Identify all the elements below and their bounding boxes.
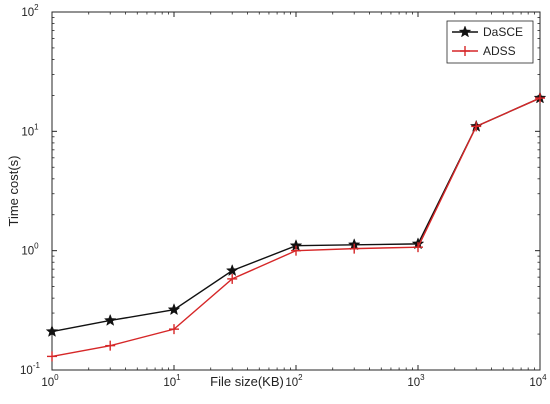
y-tick-base: 10 [21, 7, 34, 19]
x-tick-label: 101 [163, 373, 181, 389]
plot-area [51, 11, 541, 371]
x-tick-base: 10 [529, 377, 542, 389]
data-point [225, 263, 239, 277]
data-point [47, 351, 57, 362]
y-tick-label: 10-1 [20, 361, 40, 377]
data-point [169, 324, 179, 335]
legend-label: ADSS [483, 44, 516, 58]
x-tick-exponent: 1 [176, 373, 181, 382]
x-tick-label: 104 [529, 373, 547, 389]
y-axis-label: Time cost(s) [6, 155, 21, 226]
y-tick-base: 10 [21, 126, 34, 138]
x-tick-label: 100 [41, 373, 59, 389]
legend: DaSCE ADSS [446, 20, 534, 64]
data-point [167, 303, 181, 316]
x-axis-label: File size(KB) [210, 374, 284, 389]
x-tick-base: 10 [407, 377, 420, 389]
x-tick-base: 10 [285, 377, 298, 389]
x-tick-base: 10 [41, 377, 54, 389]
data-point [349, 243, 360, 254]
x-tick-exponent: 4 [542, 373, 547, 382]
y-tick-base: 10 [20, 365, 33, 377]
data-point [103, 313, 117, 326]
legend-marker [460, 46, 470, 56]
data-point [45, 324, 59, 337]
x-tick-base: 10 [163, 377, 176, 389]
series-adss [47, 93, 545, 362]
y-tick-exponent: 1 [34, 122, 39, 131]
x-axis: 100 101 102 103 104 [41, 12, 547, 389]
data-point [471, 121, 482, 132]
data-point [535, 93, 545, 104]
x-tick-exponent: 2 [298, 373, 303, 382]
data-point [105, 340, 116, 351]
x-tick-label: 102 [285, 373, 303, 389]
data-point [227, 273, 238, 284]
y-tick-exponent: 2 [34, 3, 39, 12]
y-tick-label: 100 [21, 242, 39, 258]
legend-entry: DaSCE [452, 25, 523, 39]
legend-label: DaSCE [483, 25, 523, 39]
x-tick-label: 103 [407, 373, 425, 389]
legend-box [446, 20, 534, 64]
y-tick-exponent: -1 [33, 361, 41, 370]
data-point [291, 245, 301, 256]
y-tick-base: 10 [21, 246, 34, 258]
series-layer [45, 91, 547, 362]
x-tick-exponent: 3 [420, 373, 425, 382]
y-tick-exponent: 0 [34, 242, 39, 251]
x-tick-exponent: 0 [54, 373, 59, 382]
data-point [413, 242, 423, 253]
legend-marker [458, 25, 472, 38]
legend-entry: ADSS [452, 44, 516, 58]
y-tick-label: 101 [21, 122, 39, 138]
y-tick-label: 102 [21, 3, 39, 19]
